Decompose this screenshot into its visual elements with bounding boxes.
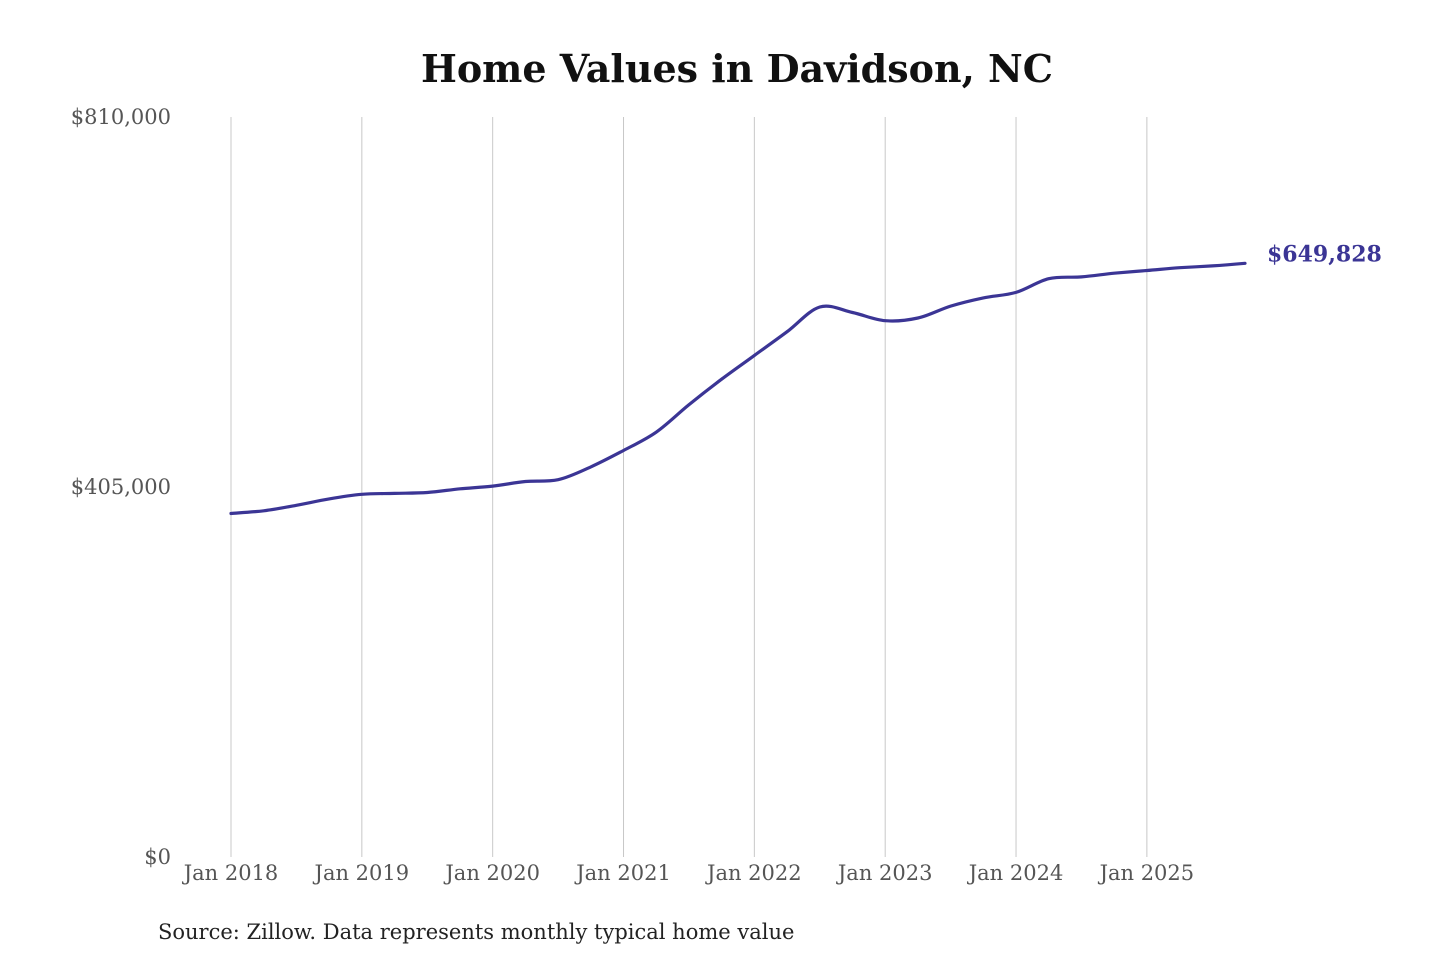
y-tick-label: $810,000 <box>71 105 171 129</box>
x-tick-label: Jan 2021 <box>574 861 671 885</box>
x-tick-label: Jan 2019 <box>313 861 410 885</box>
x-tick-label: Jan 2025 <box>1098 861 1195 885</box>
y-axis: $810,000 $405,000 $0 <box>71 105 171 869</box>
x-tick-label: Jan 2020 <box>443 861 540 885</box>
gridlines <box>230 117 1148 857</box>
source-note: Source: Zillow. Data represents monthly … <box>158 920 794 944</box>
y-tick-label: $405,000 <box>71 475 171 499</box>
series-group: $649,828 <box>229 241 1382 516</box>
x-axis: Jan 2018 Jan 2019 Jan 2020 Jan 2021 Jan 2022… <box>182 861 1194 885</box>
chart-title: Home Values in Davidson, NC <box>421 46 1053 91</box>
end-value-label: $649,828 <box>1267 241 1382 267</box>
x-tick-label: Jan 2023 <box>836 861 933 885</box>
series-line <box>229 261 1247 516</box>
x-tick-label: Jan 2018 <box>182 861 279 885</box>
x-tick-label: Jan 2024 <box>967 861 1064 885</box>
y-tick-label: $0 <box>144 845 171 869</box>
x-tick-label: Jan 2022 <box>705 861 802 885</box>
